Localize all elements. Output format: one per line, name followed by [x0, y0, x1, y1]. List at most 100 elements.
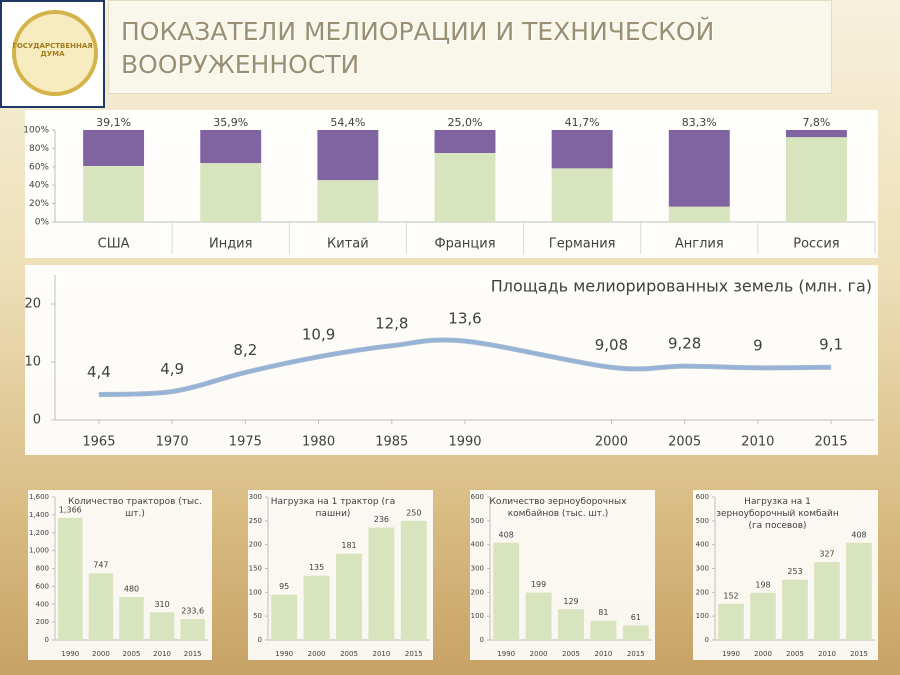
slide-title: ПОКАЗАТЕЛИ МЕЛИОРАЦИИ И ТЕХНИЧЕСКОЙ ВООР…: [121, 17, 715, 79]
y-tick-label: 20: [24, 297, 41, 312]
bar: [88, 573, 114, 640]
value-label: 25,0%: [448, 116, 483, 129]
x-tick-label: 1965: [82, 435, 115, 450]
bar-segment: [785, 137, 847, 222]
y-tick-label: 1,600: [29, 493, 49, 501]
bar: [622, 625, 649, 640]
bar-segment: [668, 206, 730, 222]
y-tick-label: 40%: [29, 181, 49, 191]
chart-title: Нагрузка на 1 трактор (га пашни): [270, 497, 396, 519]
x-tick-label: 1990: [61, 650, 79, 658]
x-tick-label: 2005: [668, 435, 701, 450]
chart-title: Количество тракторов (тыс. шт.): [68, 497, 202, 519]
y-tick-label: 10: [24, 355, 41, 370]
value-label: 9: [753, 336, 763, 354]
value-label: 199: [531, 580, 546, 589]
value-label: 152: [723, 591, 738, 600]
y-tick-label: 200: [471, 588, 484, 596]
chart-title: Нагрузка на 1 зерноуборочный комбайн (га…: [716, 497, 839, 531]
value-label: 39,1%: [96, 116, 131, 129]
y-tick-label: 500: [696, 517, 709, 525]
y-tick-label: 300: [471, 565, 484, 573]
value-label: 747: [93, 561, 108, 570]
x-tick-label: 2015: [627, 650, 645, 658]
y-tick-label: 200: [36, 618, 49, 626]
value-label: 310: [154, 600, 169, 609]
value-label: 480: [124, 585, 139, 594]
x-tick-label: 2015: [184, 650, 202, 658]
y-tick-label: 100: [696, 612, 709, 620]
bar: [180, 619, 205, 640]
bar: [814, 562, 840, 640]
bar: [718, 603, 744, 640]
x-tick-label: 2005: [786, 650, 804, 658]
y-tick-label: 250: [249, 517, 262, 525]
y-tick-label: 0%: [35, 218, 50, 228]
x-tick-label: 2000: [754, 650, 772, 658]
x-tick-label: 1985: [375, 435, 408, 450]
x-tick-label: 1990: [722, 650, 740, 658]
value-label: 13,6: [448, 310, 481, 328]
title-box: ПОКАЗАТЕЛИ МЕЛИОРАЦИИ И ТЕХНИЧЕСКОЙ ВООР…: [108, 0, 832, 94]
value-label: 1,366: [59, 505, 82, 514]
bar: [750, 592, 776, 640]
bar: [271, 594, 298, 640]
bar: [368, 527, 395, 640]
y-tick-label: 1,200: [29, 529, 49, 537]
value-label: 54,4%: [330, 116, 365, 129]
x-tick-label: 2005: [123, 650, 141, 658]
value-label: 4,9: [160, 360, 184, 378]
logo-text: ГОСУДАРСТВЕННАЯ ДУМА: [12, 42, 93, 58]
x-tick-label: 2000: [92, 650, 110, 658]
y-tick-label: 100: [471, 612, 484, 620]
x-tick-label: 2010: [594, 650, 612, 658]
x-tick-label: 2010: [818, 650, 836, 658]
bar-segment: [551, 168, 613, 222]
x-tick-label: 2010: [741, 435, 774, 450]
x-tick-label: 1990: [497, 650, 515, 658]
bar-segment: [200, 163, 262, 222]
x-tick-label: 1990: [275, 650, 293, 658]
bar-segment: [434, 130, 496, 153]
y-tick-label: 0: [705, 636, 709, 644]
y-tick-label: 200: [249, 541, 262, 549]
x-tick-label: Индия: [209, 237, 252, 252]
y-tick-label: 800: [36, 565, 49, 573]
value-label: 10,9: [302, 325, 335, 343]
value-label: 9,28: [668, 335, 701, 353]
value-label: 8,2: [233, 341, 257, 359]
x-tick-label: 1980: [302, 435, 335, 450]
value-label: 408: [851, 530, 866, 539]
bar-segment: [317, 180, 379, 222]
bar-segment: [551, 130, 613, 169]
y-tick-label: 0: [33, 413, 41, 428]
bar: [525, 592, 552, 640]
y-tick-label: 0: [45, 636, 49, 644]
x-tick-label: Франция: [434, 237, 495, 252]
value-label: 135: [309, 563, 324, 572]
x-tick-label: 2015: [405, 650, 423, 658]
y-tick-label: 300: [696, 565, 709, 573]
x-tick-label: 2005: [340, 650, 358, 658]
value-label: 61: [631, 613, 641, 622]
value-label: 83,3%: [682, 116, 717, 129]
x-tick-label: Англия: [675, 237, 724, 252]
y-tick-label: 600: [696, 493, 709, 501]
value-label: 129: [563, 597, 578, 606]
bar-segment: [83, 165, 145, 222]
x-tick-label: 2010: [153, 650, 171, 658]
x-tick-label: 2000: [530, 650, 548, 658]
line: [98, 338, 832, 396]
x-tick-label: 2005: [562, 650, 580, 658]
value-label: 9,08: [595, 336, 628, 354]
y-tick-label: 300: [249, 493, 262, 501]
value-label: 81: [598, 608, 608, 617]
bar-segment: [434, 153, 496, 222]
chart-title: Площадь мелиорированных земель (млн. га): [491, 277, 872, 296]
y-tick-label: 500: [471, 517, 484, 525]
bar-segment: [785, 130, 847, 138]
bar-segment: [317, 130, 379, 181]
y-tick-label: 400: [696, 541, 709, 549]
